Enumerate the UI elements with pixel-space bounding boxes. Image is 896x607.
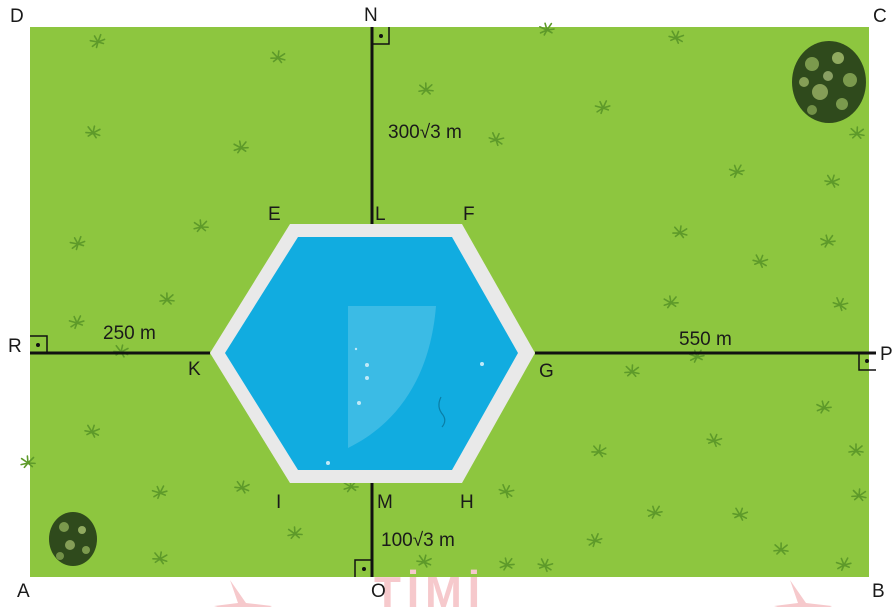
grass-tuft (663, 295, 679, 309)
measurement-lines (30, 27, 876, 577)
grass-tuft (537, 558, 554, 573)
grass-tuft (820, 234, 836, 248)
grass-tuft (591, 444, 607, 458)
grass-tuft (848, 443, 864, 456)
right-angle-dots (36, 34, 869, 571)
grass-tuft (672, 225, 688, 239)
grass-tuft (646, 505, 663, 519)
grass-tuft (69, 235, 86, 251)
pool-sparkles (326, 347, 484, 465)
grass-tuft (851, 488, 867, 502)
grass-tuft (849, 126, 865, 140)
grass-tuft (234, 480, 250, 494)
corner-b-label: B (872, 581, 885, 602)
point-r-label: R (8, 336, 22, 357)
grass-tuft (499, 557, 515, 571)
vertex-k-label: K (188, 359, 201, 380)
grass-tuft (85, 125, 101, 139)
vertex-f-label: F (463, 204, 475, 225)
grass-tuft (159, 292, 175, 305)
pool-ripple (438, 396, 446, 428)
grass-tuft (151, 485, 168, 500)
measure-rk-label: 250 m (103, 323, 156, 344)
right-angle-r (30, 335, 48, 353)
grass-tuft (752, 254, 769, 269)
grass-tuft (835, 557, 852, 572)
vertex-g-label: G (539, 361, 554, 382)
grass-tuft (233, 140, 249, 154)
grass-tuft (832, 297, 849, 312)
grass-tuft (624, 364, 640, 378)
watermark-stars (214, 580, 832, 607)
point-m-label: M (377, 492, 393, 513)
point-n-label: N (364, 5, 378, 26)
grass-tuft (270, 50, 286, 64)
right-angle-markers (30, 27, 876, 577)
vertex-h-label: H (460, 492, 474, 513)
corner-d-label: D (10, 6, 24, 27)
grass-tufts (20, 22, 867, 573)
right-angle-n (372, 27, 390, 45)
grass-tuft (152, 551, 168, 565)
grass-tuft (668, 30, 685, 44)
bush-top-right (792, 41, 866, 123)
pool-water (225, 237, 518, 470)
grass-tuft (68, 315, 85, 330)
grass-tuft (824, 174, 840, 188)
grass-tuft (89, 33, 106, 49)
grass-tuft (287, 526, 303, 540)
grass-tuft (343, 479, 359, 493)
grass-tuft (594, 100, 611, 115)
grass-tuft (728, 164, 745, 178)
grass-tuft (418, 82, 434, 95)
grass-tuft (416, 554, 432, 568)
point-p-label: P (880, 344, 893, 365)
measure-ln-label: 300√3 m (388, 122, 462, 143)
grass-tuft (732, 507, 749, 521)
grass-tuft (84, 424, 101, 438)
corner-a-label: A (17, 581, 30, 602)
point-l-label: L (375, 204, 386, 225)
watermark-text: TİMİ (374, 568, 486, 607)
grass-tuft (586, 533, 603, 548)
grass-tuft (488, 132, 505, 147)
right-angle-p (858, 353, 876, 371)
measure-gp-label: 550 m (679, 329, 732, 350)
measure-mo-label: 100√3 m (381, 530, 455, 551)
grass-tuft (816, 400, 832, 414)
corner-c-label: C (873, 6, 887, 27)
grass-tuft (498, 483, 515, 499)
vertex-i-label: I (276, 492, 281, 513)
vertex-e-label: E (268, 204, 281, 225)
grass-tuft (539, 22, 555, 36)
point-o-label: O (371, 581, 386, 602)
grass-tuft (193, 219, 209, 233)
grass-tuft (773, 542, 789, 555)
bush-bottom-left (49, 512, 97, 566)
pool-reflection (348, 306, 436, 448)
right-angle-o (354, 559, 372, 577)
grass-tuft (20, 455, 36, 469)
grass-tuft (706, 433, 723, 448)
